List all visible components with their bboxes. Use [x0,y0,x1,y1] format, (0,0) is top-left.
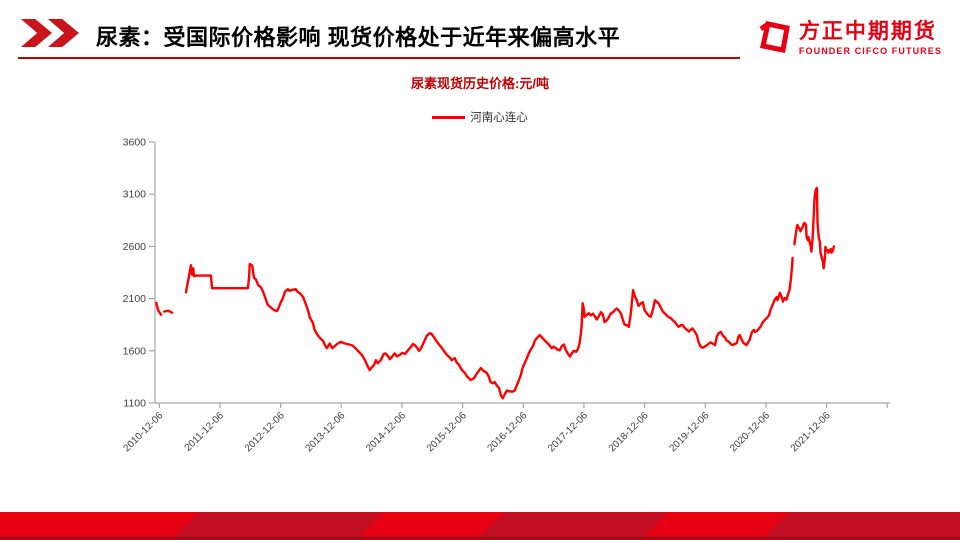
x-axis: 2010-12-06 2011-12-06 2012-12-06 2013-12-06… [122,402,890,454]
y-tick-label: 2600 [123,241,147,253]
x-tick-label: 2020-12-06 [728,410,772,454]
y-tick-label: 1600 [123,345,147,357]
y-tick-label: 2100 [123,293,147,305]
y-axis: 1100 1600 2100 2600 3100 3600 [123,137,156,410]
page-title: 尿素：受国际价格影响 现货价格处于近年来偏高水平 [96,25,621,50]
y-tick-label: 3100 [123,189,147,201]
x-tick-label: 2014-12-06 [364,410,408,454]
x-tick-label: 2016-12-06 [485,410,529,454]
x-tick-label: 2013-12-06 [303,410,347,454]
chart-legend: 河南心连心 [0,109,960,125]
x-tick-label: 2021-12-06 [789,410,833,454]
logo-subtitle: FOUNDER CIFCO FUTURES [798,46,942,56]
bottom-banner [0,512,960,540]
x-tick-label: 2012-12-06 [243,410,287,454]
chart-title: 尿素现货历史价格:元/吨 [411,76,549,91]
x-tick-label: 2017-12-06 [546,410,590,454]
y-tick-label: 3600 [123,137,147,149]
price-series-line [155,186,836,400]
legend-label: 河南心连心 [470,112,528,124]
legend-line-swatch [432,115,466,119]
x-tick-label: 2015-12-06 [425,410,469,454]
logo-name: 方正中期期货 [798,20,937,43]
bottom-banner-strip [0,537,960,540]
chevron-right-icon [21,19,52,47]
chevron-right-icon [48,19,79,47]
x-tick-label: 2011-12-06 [183,410,227,454]
header-underline [18,57,740,59]
company-logo: 方正中期期货 FOUNDER CIFCO FUTURES [755,20,942,56]
x-tick-label: 2010-12-06 [122,410,166,454]
x-tick-label: 2018-12-06 [607,410,651,454]
founder-cube-icon [759,21,790,53]
y-tick-label: 1100 [123,398,146,410]
x-tick-label: 2019-12-06 [667,410,711,454]
